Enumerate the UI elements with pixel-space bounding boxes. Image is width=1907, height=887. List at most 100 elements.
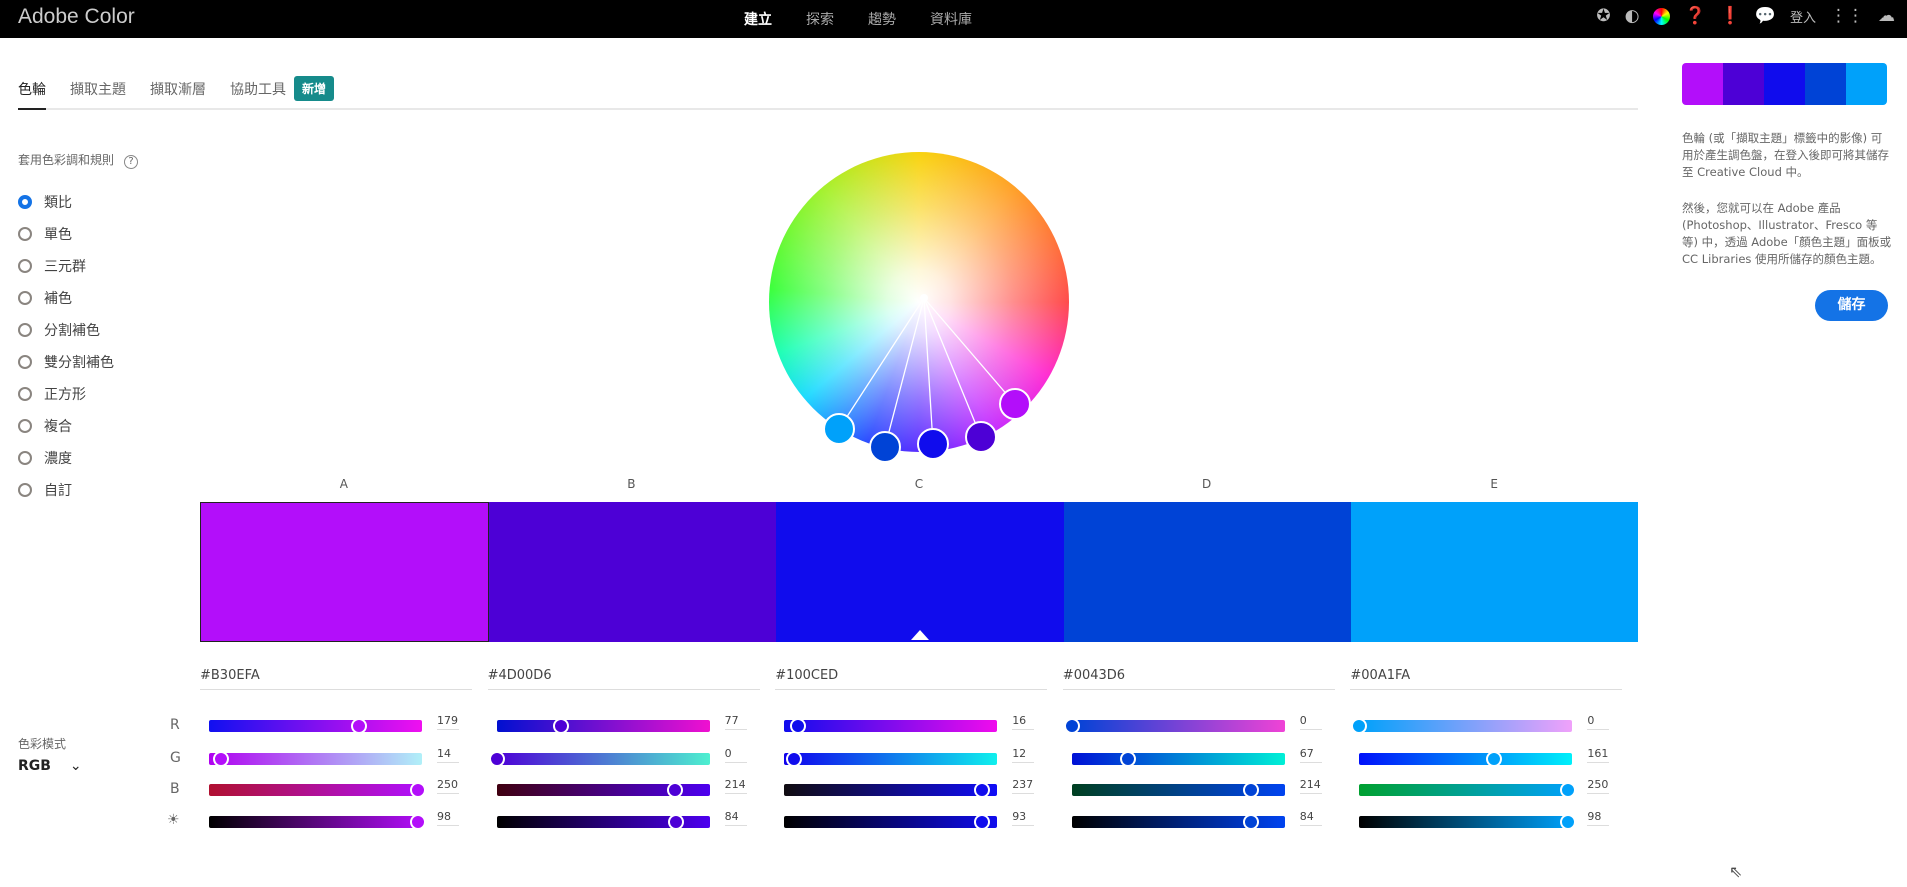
v-value-input[interactable]: 98 [437,810,459,826]
slider-track[interactable] [784,718,998,734]
slider-handle[interactable] [212,751,229,767]
rule-option[interactable]: 複合 [18,410,114,442]
slider-track[interactable] [496,718,710,734]
g-value-input[interactable]: 0 [724,747,747,763]
slider-track[interactable] [784,782,998,798]
nav-trends[interactable]: 趨勢 [868,12,896,28]
r-value-input[interactable]: 179 [437,714,459,730]
r-value-input[interactable]: 77 [724,714,747,730]
radio-icon[interactable] [18,323,32,337]
hex-input[interactable]: #00A1FA [1350,668,1623,690]
rule-option[interactable]: 補色 [18,282,114,314]
slider-handle[interactable] [552,718,569,734]
b-value-input[interactable]: 250 [1587,778,1610,794]
radio-icon[interactable] [18,483,32,497]
rule-option[interactable]: 類比 [18,186,114,218]
slider-handle[interactable] [974,814,991,830]
slider-track[interactable] [1359,782,1577,798]
radio-icon[interactable] [18,355,32,369]
v-value-input[interactable]: 84 [724,810,747,826]
r-value-input[interactable]: 0 [1587,714,1610,730]
rule-option[interactable]: 分割補色 [18,314,114,346]
creative-cloud-icon[interactable]: ☁ [1878,6,1895,26]
v-value-input[interactable]: 93 [1012,810,1035,826]
hex-input[interactable]: #100CED [775,668,1048,690]
feedback-icon[interactable]: ❗ [1719,6,1741,26]
color-wheel-icon[interactable] [1653,7,1671,25]
b-value-input[interactable]: 214 [724,778,747,794]
apps-grid-icon[interactable]: ⋮⋮ [1830,6,1864,26]
slider-track[interactable] [1359,751,1573,767]
slider-track[interactable] [209,718,422,734]
radio-icon[interactable] [18,195,32,209]
rule-option[interactable]: 正方形 [18,378,114,410]
color-swatch[interactable] [200,502,490,642]
radio-icon[interactable] [18,419,32,433]
radio-icon[interactable] [18,227,32,241]
star-icon[interactable]: ✪ [1596,6,1611,26]
color-swatch[interactable] [776,502,1064,642]
slider-handle[interactable] [1485,751,1502,767]
slider-handle[interactable] [1242,814,1259,830]
color-wheel[interactable] [769,152,1069,452]
app-logo[interactable]: Adobe Color [18,5,135,28]
color-swatch[interactable] [1350,502,1639,642]
slider-handle[interactable] [1063,718,1080,734]
nav-explore[interactable]: 探索 [806,12,834,28]
slider-handle[interactable] [350,718,367,734]
slider-track[interactable] [1351,718,1573,734]
hex-input[interactable]: #0043D6 [1062,668,1335,690]
slider-handle[interactable] [789,718,806,734]
b-value-input[interactable]: 237 [1012,778,1035,794]
nav-create[interactable]: 建立 [744,12,772,28]
slider-track[interactable] [784,751,998,767]
contrast-icon[interactable]: ◐ [1624,6,1640,26]
nav-libraries[interactable]: 資料庫 [930,12,972,28]
slider-track[interactable] [1071,814,1285,830]
tab-color-wheel[interactable]: 色輪 [18,81,46,98]
slider-handle[interactable] [1560,782,1577,798]
chat-icon[interactable]: 💬 [1754,6,1776,26]
slider-handle[interactable] [667,814,684,830]
g-value-input[interactable]: 67 [1299,747,1322,763]
v-value-input[interactable]: 84 [1299,810,1322,826]
slider-track[interactable] [209,782,426,798]
g-value-input[interactable]: 12 [1012,747,1035,763]
slider-track[interactable] [1063,718,1285,734]
slider-handle[interactable] [667,782,684,798]
slider-handle[interactable] [409,814,426,830]
rule-option[interactable]: 三元群 [18,250,114,282]
slider-track[interactable] [496,814,710,830]
radio-icon[interactable] [18,259,32,273]
tab-accessibility[interactable]: 協助工具 [230,81,286,98]
save-button[interactable]: 儲存 [1815,290,1888,321]
v-value-input[interactable]: 98 [1587,810,1610,826]
color-swatch[interactable] [489,502,777,642]
hex-input[interactable]: #4D00D6 [487,668,760,690]
g-value-input[interactable]: 161 [1587,747,1610,763]
slider-handle[interactable] [1242,782,1259,798]
radio-icon[interactable] [18,451,32,465]
slider-handle[interactable] [1351,718,1368,734]
b-value-input[interactable]: 214 [1299,778,1322,794]
slider-handle[interactable] [974,782,991,798]
slider-track[interactable] [1071,782,1285,798]
color-mode-select[interactable]: RGB ⌄ [18,758,82,774]
slider-handle[interactable] [1119,751,1136,767]
slider-track[interactable] [496,782,710,798]
radio-icon[interactable] [18,291,32,305]
login-link[interactable]: 登入 [1789,10,1816,26]
rule-option[interactable]: 單色 [18,218,114,250]
hex-input[interactable]: #B30EFA [200,668,472,690]
r-value-input[interactable]: 16 [1012,714,1035,730]
slider-handle[interactable] [1560,814,1577,830]
help-icon[interactable]: ? [124,155,139,169]
slider-track[interactable] [1359,814,1577,830]
b-value-input[interactable]: 250 [437,778,459,794]
slider-track[interactable] [784,814,998,830]
slider-handle[interactable] [786,751,803,767]
tab-extract-theme[interactable]: 擷取主題 [70,81,126,98]
tab-extract-gradient[interactable]: 擷取漸層 [150,81,206,98]
rule-option[interactable]: 自訂 [18,474,114,506]
slider-track[interactable] [209,751,422,767]
